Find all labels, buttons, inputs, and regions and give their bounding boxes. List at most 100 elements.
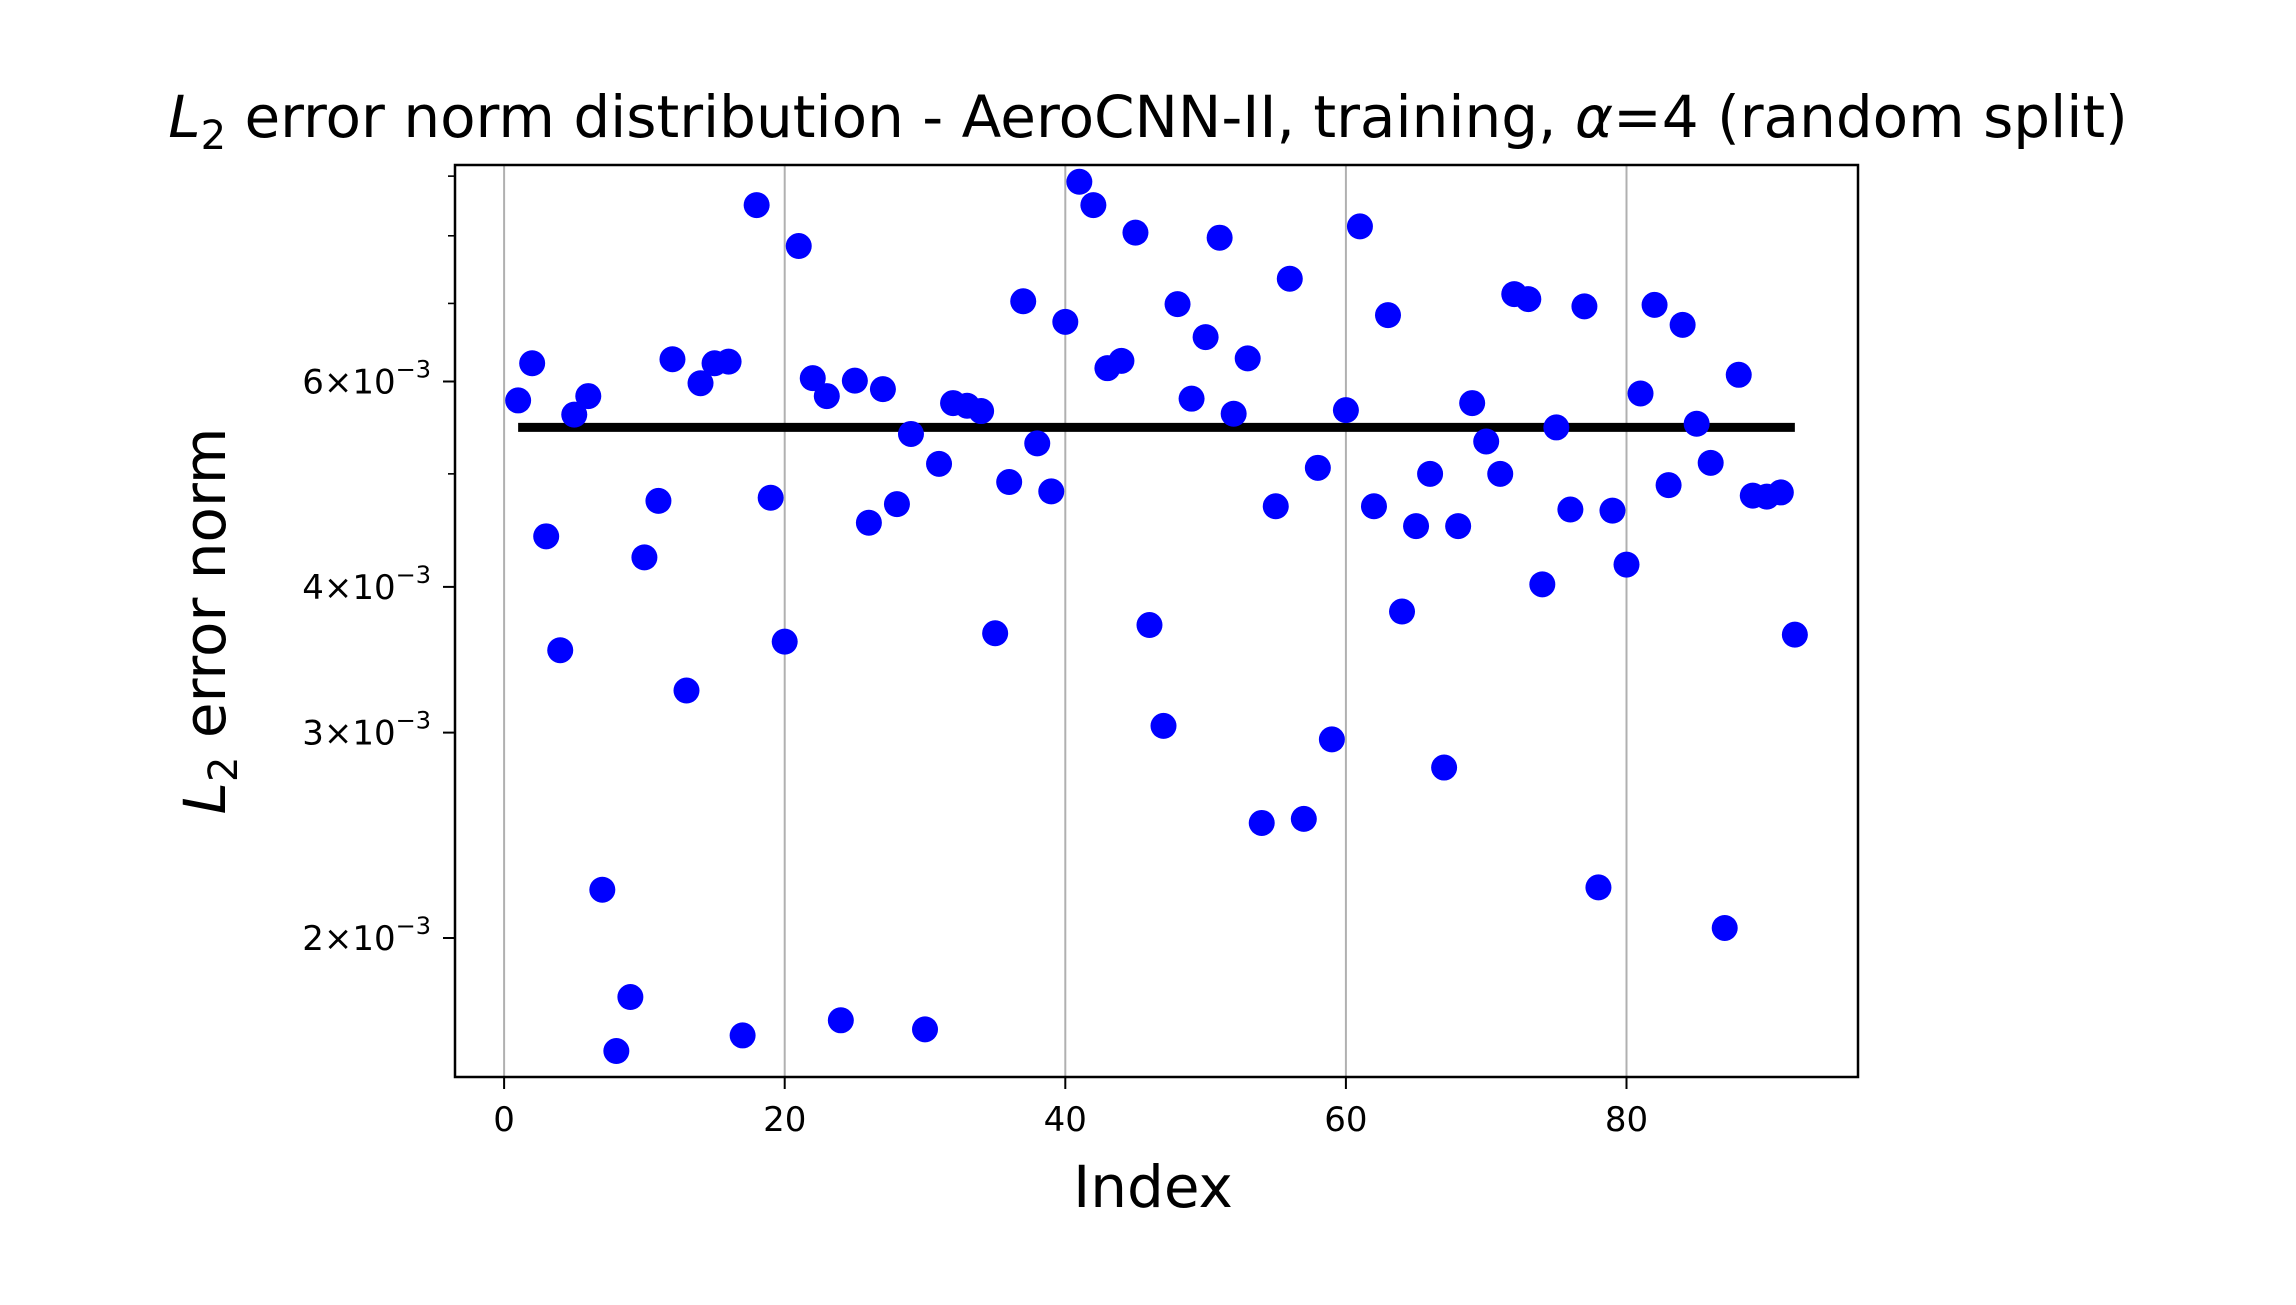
data-point bbox=[1318, 726, 1345, 753]
data-point bbox=[1010, 288, 1037, 315]
y-axis-label: L2 error norm bbox=[171, 428, 247, 815]
data-point bbox=[1304, 454, 1331, 481]
y-tick-label: 4×10−3 bbox=[302, 561, 431, 608]
data-point bbox=[1613, 551, 1640, 578]
data-point bbox=[1234, 345, 1261, 372]
data-point bbox=[1599, 497, 1626, 524]
title-l-subscript: 2 bbox=[201, 113, 226, 159]
ylabel-l-italic: L bbox=[171, 782, 239, 814]
data-point bbox=[813, 383, 840, 410]
data-point bbox=[1557, 496, 1584, 523]
data-point bbox=[1066, 168, 1093, 195]
ylabel-rest: error norm bbox=[171, 428, 239, 757]
title-middle: error norm distribution - AeroCNN-II, tr… bbox=[226, 83, 1575, 151]
data-point bbox=[1515, 286, 1542, 313]
data-point bbox=[1389, 598, 1416, 625]
data-point bbox=[1473, 428, 1500, 455]
data-point bbox=[1150, 712, 1177, 739]
data-point bbox=[827, 1007, 854, 1034]
data-point bbox=[575, 383, 602, 410]
data-point bbox=[729, 1022, 756, 1049]
data-point bbox=[1571, 293, 1598, 320]
gridlines bbox=[503, 165, 1628, 1077]
data-point bbox=[1459, 390, 1486, 417]
data-point bbox=[1108, 347, 1135, 374]
data-points bbox=[505, 168, 1808, 1065]
data-point bbox=[1417, 460, 1444, 487]
data-point bbox=[897, 420, 924, 447]
data-point bbox=[1122, 219, 1149, 246]
data-point bbox=[1683, 410, 1710, 437]
data-point bbox=[1543, 414, 1570, 441]
data-point bbox=[1262, 493, 1289, 520]
title-l-italic: L bbox=[168, 83, 200, 151]
x-tick-label: 60 bbox=[1324, 1100, 1367, 1140]
data-point bbox=[841, 367, 868, 394]
x-tick-label: 80 bbox=[1605, 1100, 1648, 1140]
data-point bbox=[1024, 430, 1051, 457]
data-point bbox=[869, 376, 896, 403]
y-tick-label: 3×10−3 bbox=[302, 707, 431, 754]
x-axis-ticks: 0 20 40 60 80 bbox=[493, 1077, 1648, 1140]
x-tick-label: 40 bbox=[1044, 1100, 1087, 1140]
data-point bbox=[1360, 493, 1387, 520]
data-point bbox=[715, 348, 742, 375]
data-point bbox=[631, 544, 658, 571]
data-point bbox=[659, 346, 686, 373]
data-point bbox=[533, 523, 560, 550]
data-point bbox=[519, 350, 546, 377]
data-point bbox=[505, 387, 532, 414]
y-tick-label: 6×10−3 bbox=[302, 356, 431, 403]
data-point bbox=[1346, 213, 1373, 240]
data-point bbox=[855, 509, 882, 536]
data-point bbox=[1711, 914, 1738, 941]
data-point bbox=[673, 677, 700, 704]
y-tick-label: 2×10−3 bbox=[302, 912, 431, 959]
data-point bbox=[589, 876, 616, 903]
title-suffix: =4 (random split) bbox=[1613, 83, 2128, 151]
data-point bbox=[1164, 291, 1191, 318]
data-point bbox=[1529, 571, 1556, 598]
data-point bbox=[645, 487, 672, 514]
x-tick-label: 20 bbox=[763, 1100, 806, 1140]
data-point bbox=[1192, 324, 1219, 351]
data-point bbox=[1697, 449, 1724, 476]
data-point bbox=[1403, 513, 1430, 540]
data-point bbox=[1374, 302, 1401, 329]
data-point bbox=[1585, 874, 1612, 901]
data-point bbox=[1248, 809, 1275, 836]
data-point bbox=[1487, 460, 1514, 487]
ylabel-l-subscript: 2 bbox=[201, 757, 247, 782]
data-point bbox=[617, 984, 644, 1011]
data-point bbox=[1276, 265, 1303, 292]
x-axis-label: Index bbox=[1073, 1153, 1233, 1221]
data-point bbox=[1038, 478, 1065, 505]
x-tick-label: 0 bbox=[493, 1100, 515, 1140]
title-alpha: α bbox=[1575, 83, 1613, 151]
data-point bbox=[1669, 311, 1696, 338]
data-point bbox=[883, 491, 910, 518]
data-point bbox=[1220, 400, 1247, 427]
data-point bbox=[547, 637, 574, 664]
data-point bbox=[1641, 291, 1668, 318]
data-point bbox=[757, 484, 784, 511]
data-point bbox=[1206, 224, 1233, 251]
data-point bbox=[603, 1038, 630, 1065]
data-point bbox=[785, 233, 812, 260]
data-point bbox=[561, 401, 588, 428]
data-point bbox=[743, 192, 770, 219]
data-point bbox=[1136, 612, 1163, 639]
data-point bbox=[1178, 385, 1205, 412]
chart-title: L2 error norm distribution - AeroCNN-II,… bbox=[168, 83, 2127, 159]
data-point bbox=[1655, 472, 1682, 499]
data-point bbox=[912, 1016, 939, 1043]
data-point bbox=[968, 398, 995, 425]
data-point bbox=[926, 450, 953, 477]
data-point bbox=[1080, 192, 1107, 219]
data-point bbox=[771, 628, 798, 655]
data-point bbox=[1052, 308, 1079, 335]
plot-frame bbox=[453, 163, 1860, 1079]
data-point bbox=[799, 365, 826, 392]
y-axis-ticks: 2×10−3 3×10−3 4×10−3 6×10−3 bbox=[302, 175, 455, 959]
